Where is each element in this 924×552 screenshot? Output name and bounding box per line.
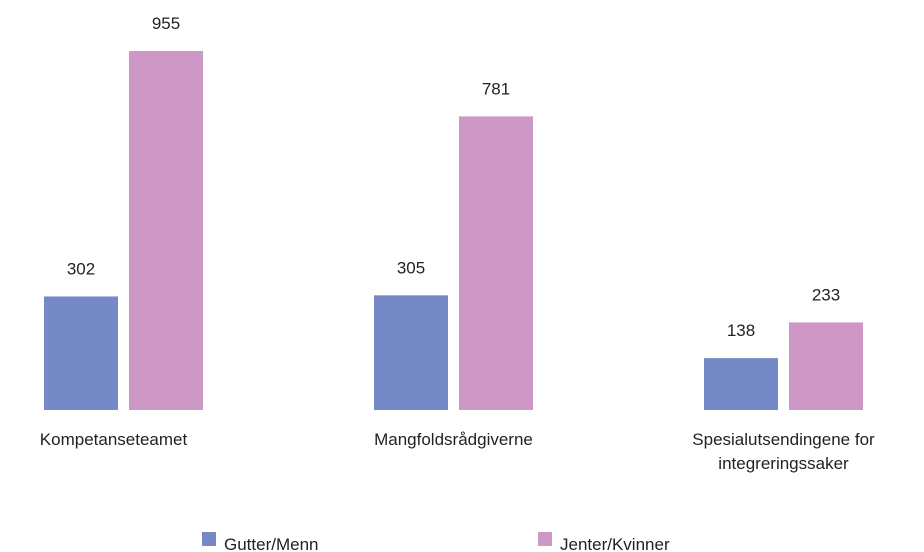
- bar: [374, 295, 448, 410]
- bar: [789, 322, 863, 410]
- data-label: 138: [727, 321, 755, 340]
- data-label: 781: [482, 79, 510, 98]
- data-label: 955: [152, 14, 180, 33]
- category-label: Spesialutsendingene for integreringssake…: [692, 430, 875, 473]
- category-label: Kompetanseteamet: [39, 430, 188, 449]
- bar: [704, 358, 778, 410]
- legend-label: Jenter/Kvinner: [560, 535, 670, 552]
- bar: [44, 296, 118, 410]
- legend-label: Gutter/Menn: [224, 535, 319, 552]
- data-label: 302: [67, 259, 95, 278]
- data-label: 233: [812, 285, 840, 304]
- bar: [459, 116, 533, 410]
- data-label: 305: [397, 258, 425, 277]
- category-label: Mangfoldsrådgiverne: [374, 430, 533, 449]
- legend-swatch: [538, 532, 552, 546]
- legend-swatch: [202, 532, 216, 546]
- bar: [129, 51, 203, 410]
